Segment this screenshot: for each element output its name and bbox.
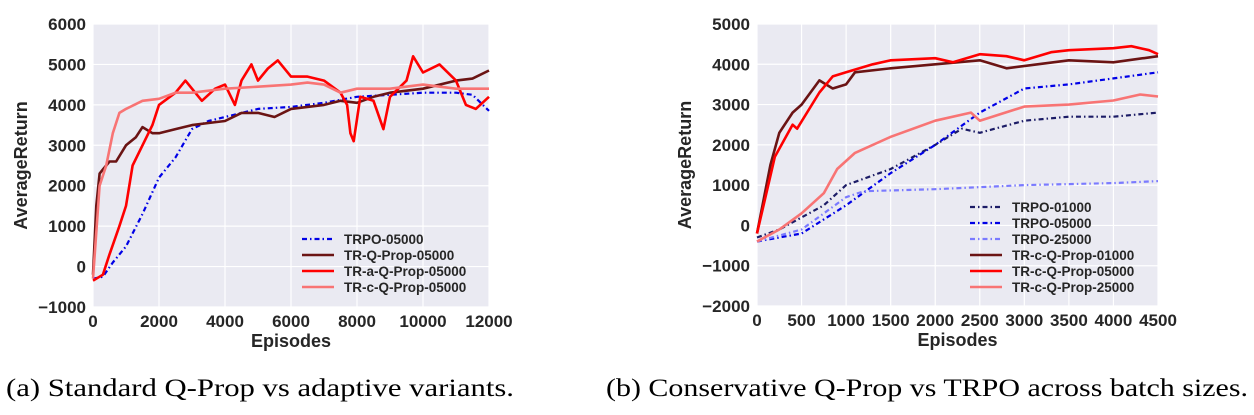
- x-tick-label: 4000: [1095, 311, 1133, 330]
- x-tick-label: 10000: [399, 312, 446, 331]
- y-tick-label: −2000: [702, 297, 750, 316]
- x-tick-label: 500: [787, 311, 815, 330]
- x-tick-label: 4000: [206, 312, 244, 331]
- x-tick-label: 0: [752, 311, 761, 330]
- y-tick-label: 5000: [712, 15, 750, 34]
- series-line-tr-c-q-prop-05000: [755, 44, 1159, 234]
- y-tick-label: 3000: [48, 136, 86, 155]
- x-tick-label: 8000: [338, 312, 376, 331]
- legend-label: TR-c-Q-Prop-05000: [1012, 264, 1134, 279]
- y-axis-label: AverageReturn: [11, 101, 31, 229]
- plot-area: [757, 24, 1158, 306]
- x-tick-label: 3000: [1005, 311, 1043, 330]
- legend-label: TRPO-05000: [344, 232, 424, 247]
- legend-label: TR-c-Q-Prop-25000: [1012, 280, 1134, 295]
- x-tick-label: 6000: [272, 312, 310, 331]
- legend-label: TR-c-Q-Prop-01000: [1012, 248, 1134, 263]
- y-axis-label: AverageReturn: [675, 101, 695, 229]
- y-tick-label: 1000: [712, 176, 750, 195]
- series-line-trpo-25000: [756, 180, 1159, 243]
- x-tick-label: 1500: [872, 311, 910, 330]
- y-tick-label: 3000: [712, 96, 750, 115]
- series-line-tr-c-q-prop-05000: [91, 81, 489, 279]
- legend-label: TR-Q-Prop-05000: [344, 248, 454, 263]
- y-tick-label: −1000: [38, 298, 86, 317]
- y-tick-label: 0: [741, 216, 750, 235]
- x-tick-label: 4500: [1139, 311, 1177, 330]
- subplot-a: 0 2000 4000 6000 8000 10000 12000−100001000200…: [11, 15, 513, 351]
- series-line-tr-c-q-prop-25000: [756, 93, 1159, 243]
- y-tick-label: 1000: [48, 217, 86, 236]
- legend-label: TRPO-05000: [1012, 216, 1092, 231]
- x-tick-label: 12000: [465, 312, 512, 331]
- series-line-trpo-05000: [756, 71, 1159, 243]
- legend-label: TR-c-Q-Prop-05000: [344, 280, 466, 295]
- x-tick-label: 1000: [827, 311, 865, 330]
- y-tick-label: 2000: [48, 177, 86, 196]
- caption-a: (a) Standard Q-Prop vs adaptive variants…: [6, 375, 514, 402]
- legend-label: TRPO-01000: [1012, 200, 1092, 215]
- y-tick-label: 2000: [712, 136, 750, 155]
- x-tick-label: 2500: [961, 311, 999, 330]
- legend-label: TRPO-25000: [1012, 232, 1092, 247]
- y-tick-label: 4000: [48, 96, 86, 115]
- y-tick-label: −1000: [702, 257, 750, 276]
- y-tick-label: 0: [77, 258, 86, 277]
- series-line-tr-a-q-prop-05000: [92, 54, 490, 282]
- series-line-trpo-01000: [756, 111, 1159, 239]
- legend-label: TR-a-Q-Prop-05000: [344, 264, 466, 279]
- subplot-b: 0 500 1000 1500 2000 2500 3000 3500 4000 4500 −200…: [675, 15, 1177, 350]
- x-axis-label: Episodes: [917, 330, 997, 350]
- x-tick-label: 2000: [140, 312, 178, 331]
- x-axis-label: Episodes: [251, 331, 331, 351]
- series-line-tr-c-q-prop-01000: [755, 54, 1159, 234]
- y-tick-label: 6000: [48, 15, 86, 34]
- x-tick-label: 3500: [1050, 311, 1088, 330]
- y-tick-label: 5000: [48, 55, 86, 74]
- y-tick-label: 4000: [712, 55, 750, 74]
- x-tick-label: 0: [88, 312, 97, 331]
- series-line-tr-q-prop-05000: [91, 69, 490, 275]
- caption-b: (b) Conservative Q-Prop vs TRPO across b…: [606, 375, 1248, 402]
- x-tick-label: 2000: [916, 311, 954, 330]
